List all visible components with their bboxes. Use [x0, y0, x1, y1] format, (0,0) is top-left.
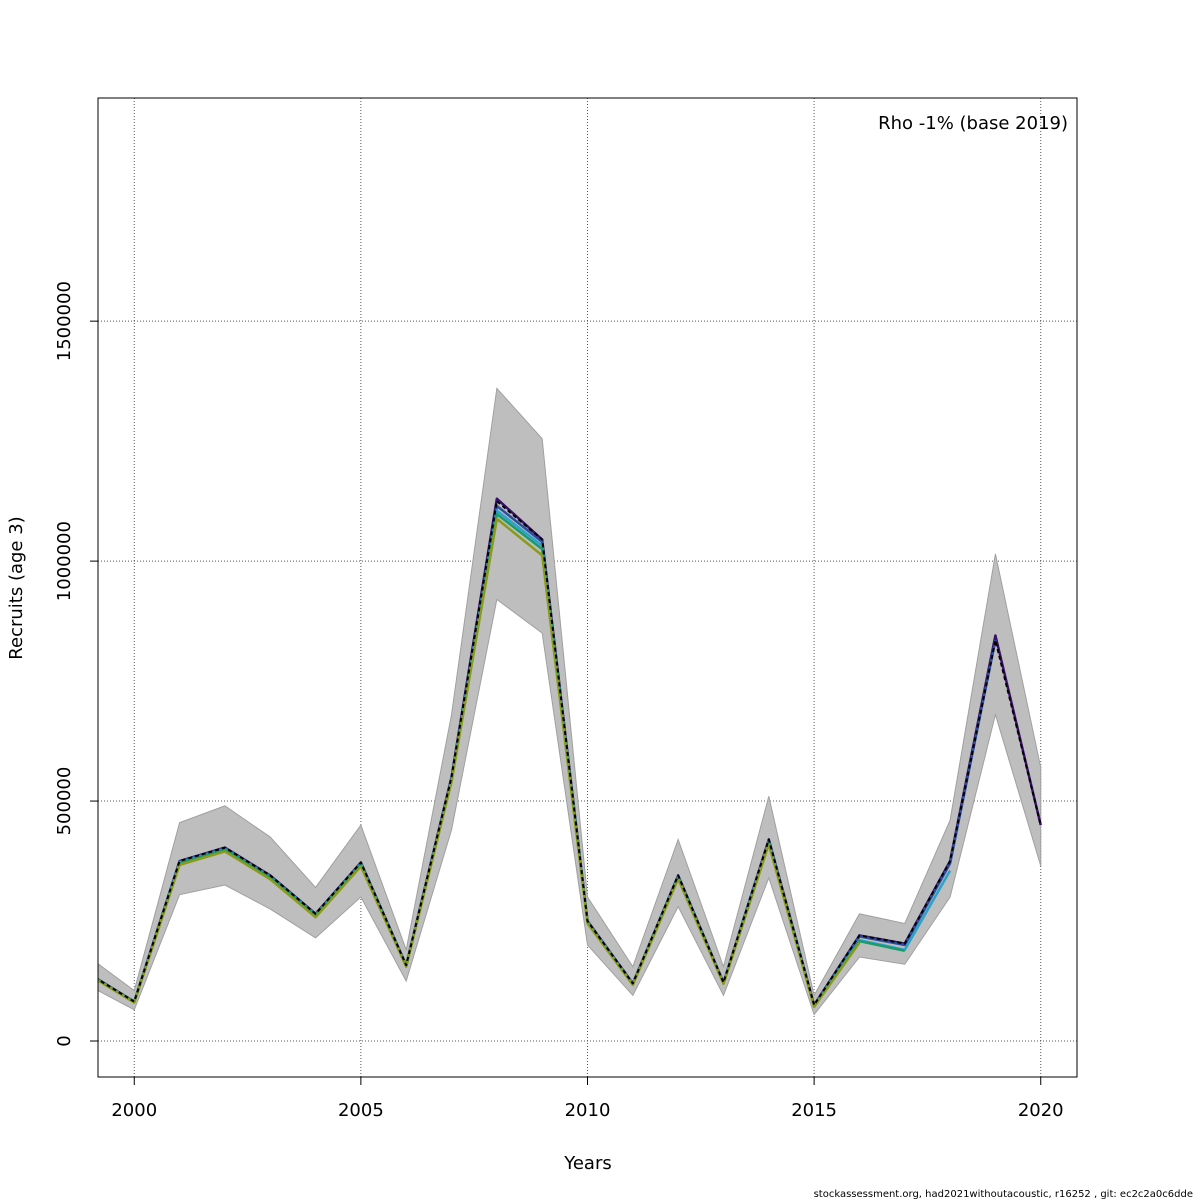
x-axis-label: Years: [563, 1153, 612, 1174]
x-tick-label: 2020: [1018, 1100, 1064, 1121]
x-tick-label: 2000: [111, 1100, 157, 1121]
confidence-band-layer: [98, 387, 1042, 1016]
confidence-band: [98, 387, 1042, 1016]
x-axis: 2000 2005 2010 2015 2020: [111, 1077, 1064, 1121]
x-tick-label: 2005: [338, 1100, 384, 1121]
x-tick-label: 2015: [791, 1100, 837, 1121]
y-tick-label: 500000: [54, 767, 75, 836]
y-axis: 0 500000 1000000 1500000: [54, 281, 98, 1047]
series-line-5: [98, 517, 861, 1009]
x-tick-label: 2010: [565, 1100, 611, 1121]
series-line-6: [98, 500, 1042, 1007]
series-layer: [98, 497, 1042, 1009]
gridlines: [98, 98, 1077, 1077]
annotation-text: Rho -1% (base 2019): [878, 113, 1068, 134]
y-tick-label: 1500000: [54, 281, 75, 361]
footer-text: stockassessment.org, had2021withoutacous…: [814, 1189, 1193, 1200]
y-tick-label: 0: [54, 1035, 75, 1046]
y-axis-label: Recruits (age 3): [6, 516, 27, 659]
y-tick-label: 1000000: [54, 521, 75, 601]
